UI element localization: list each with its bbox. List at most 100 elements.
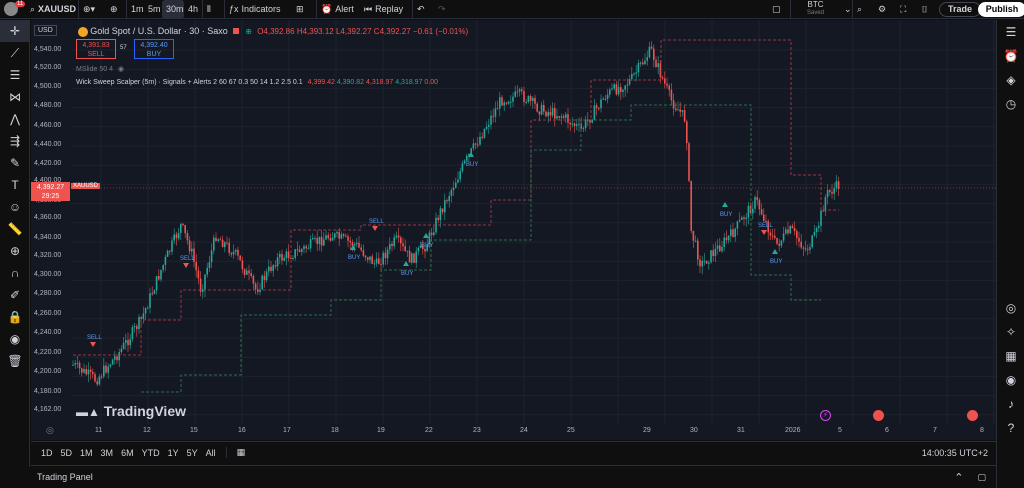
- templates-button[interactable]: ⊞: [292, 0, 316, 19]
- user-menu[interactable]: 11: [0, 0, 26, 19]
- undo-button[interactable]: ↶: [412, 0, 434, 19]
- range-all[interactable]: All: [205, 447, 216, 458]
- watchlist-button[interactable]: ☰: [997, 20, 1024, 44]
- magnet-tool[interactable]: ∩: [0, 262, 30, 284]
- fib-icon: ☰: [9, 68, 21, 82]
- indicator-legend[interactable]: Wick Sweep Scalper (5m) · Signals + Aler…: [76, 79, 438, 86]
- brush-tool[interactable]: ✎: [0, 152, 30, 174]
- add-symbol-button[interactable]: ⊕: [106, 0, 126, 19]
- candle-body: [74, 363, 76, 365]
- publish-button[interactable]: Publish: [977, 0, 1024, 19]
- currency-dropdown[interactable]: USD: [34, 25, 57, 36]
- object-tree-button[interactable]: ◈: [997, 68, 1024, 92]
- trade-button[interactable]: Trade: [939, 0, 982, 19]
- notifications-button[interactable]: ♪: [997, 392, 1024, 416]
- layout-button[interactable]: ▢: [768, 0, 790, 19]
- range-1y[interactable]: 1Y: [167, 447, 179, 458]
- zoom-tool[interactable]: ⊕: [0, 240, 30, 262]
- ideas-button[interactable]: ◎: [997, 296, 1024, 320]
- range-5y[interactable]: 5Y: [186, 447, 198, 458]
- measure-tool[interactable]: ⇶: [0, 130, 30, 152]
- emoji-tool[interactable]: ☺: [0, 196, 30, 218]
- redo-button[interactable]: ↷: [434, 0, 456, 19]
- candle-body: [549, 111, 552, 116]
- ruler-tool[interactable]: 📏: [0, 218, 30, 240]
- compare-symbol-button[interactable]: ⊕▾: [78, 0, 106, 19]
- candle-body: [824, 197, 827, 212]
- us-flag-event-icon-2[interactable]: [967, 410, 978, 421]
- layout-name[interactable]: BTC Saved: [790, 0, 840, 19]
- layout-dropdown[interactable]: ⌄: [840, 0, 852, 19]
- alerts-button[interactable]: ⏰: [997, 44, 1024, 68]
- chart-pane[interactable]: SELL SELL SELL SELL BUY BUY BUY BUY BUY BUY USD G…: [31, 20, 996, 440]
- interval-5m[interactable]: 5m: [148, 4, 161, 14]
- candle-body: [694, 240, 697, 242]
- us-flag-event-icon[interactable]: [873, 410, 884, 421]
- interval-4h[interactable]: 4h: [188, 4, 199, 14]
- candle-body: [743, 217, 745, 219]
- alert-button[interactable]: ⏰ Alert: [316, 0, 360, 19]
- chart-canvas[interactable]: SELL SELL SELL SELL BUY BUY BUY BUY BUY BUY: [31, 20, 996, 440]
- buy-box[interactable]: 4,392.40 BUY: [134, 39, 174, 59]
- candle-body: [725, 237, 728, 241]
- candle-body: [404, 246, 406, 252]
- text-tool[interactable]: T: [0, 174, 30, 196]
- channel-tool[interactable]: ⋈: [0, 86, 30, 108]
- symbol-search[interactable]: ⌕ XAUUSD: [26, 0, 78, 19]
- candle-body: [228, 242, 230, 254]
- price-axis[interactable]: 4,540.00 4,520.00 4,500.00 4,480.00 4,460.00…: [31, 20, 71, 440]
- streams-button[interactable]: ◉: [997, 368, 1024, 392]
- crosshair-tool[interactable]: ✛: [0, 20, 30, 42]
- candle-body: [721, 246, 723, 252]
- trendline-tool[interactable]: ⟋: [0, 42, 30, 64]
- fib-tool[interactable]: ☰: [0, 64, 30, 86]
- visibility-tool[interactable]: ◉: [0, 328, 30, 350]
- candle-body: [362, 250, 365, 256]
- indicators-button[interactable]: ƒx Indicators: [224, 0, 292, 19]
- maximize-icon[interactable]: ▢: [977, 471, 986, 482]
- settings-button[interactable]: ⚙: [874, 0, 896, 19]
- goto-date-icon[interactable]: ◎: [46, 425, 54, 435]
- candle-body: [111, 359, 114, 365]
- calendar-button[interactable]: ▦: [997, 344, 1024, 368]
- help-button[interactable]: ?: [997, 416, 1024, 440]
- trash-tool[interactable]: 🗑: [0, 350, 30, 372]
- economic-event-icon[interactable]: ⚡: [820, 410, 831, 421]
- range-1m[interactable]: 1M: [80, 447, 93, 458]
- chevron-up-icon[interactable]: ⌃: [954, 471, 964, 484]
- snapshot-button[interactable]: ⌷: [918, 0, 940, 19]
- candle-body: [527, 96, 530, 103]
- interval-30m[interactable]: 30m: [162, 0, 184, 19]
- sell-box[interactable]: 4,391.83 SELL: [76, 39, 116, 59]
- replay-button[interactable]: ⏮ Replay: [360, 0, 412, 19]
- goto-date-button[interactable]: ▦: [225, 447, 250, 458]
- buy-signal-arrow: [468, 152, 474, 157]
- lock-drawings-tool[interactable]: ✐: [0, 284, 30, 306]
- interval-1m[interactable]: 1m: [126, 0, 144, 19]
- ma-legend[interactable]: MSlide 50 4 ◉: [76, 65, 124, 73]
- sell-signal-arrow: [761, 230, 767, 235]
- range-ytd[interactable]: YTD: [141, 447, 160, 458]
- range-3m[interactable]: 3M: [100, 447, 114, 458]
- hotlist-button[interactable]: ◷: [997, 92, 1024, 116]
- pine-button[interactable]: ✧: [997, 320, 1024, 344]
- candle-body: [364, 255, 367, 258]
- time-axis[interactable]: 11 12 15 16 17 18 19 22 23 24 25 29 30 31 2026 5 6 7 8: [31, 424, 996, 440]
- pattern-tool[interactable]: ⋀: [0, 108, 30, 130]
- chart-type-button[interactable]: ⫴: [202, 0, 224, 19]
- fullscreen-button[interactable]: ⛶: [896, 0, 918, 19]
- lock-tool[interactable]: 🔒: [0, 306, 30, 328]
- candle-body: [459, 171, 461, 180]
- quick-search-button[interactable]: ⌕: [852, 0, 874, 19]
- range-6m[interactable]: 6M: [121, 447, 134, 458]
- candle-body: [668, 85, 670, 90]
- candle-body: [237, 249, 239, 256]
- candle-body: [318, 236, 321, 244]
- clock-label[interactable]: 14:00:35 UTC+2: [921, 447, 988, 458]
- trading-panel-tab[interactable]: Trading Panel: [37, 472, 93, 482]
- drawing-toolbar: ✛ ⟋ ☰ ⋈ ⋀ ⇶ ✎ T ☺ 📏 ⊕ ∩ ✐ 🔒 ◉ 🗑: [0, 20, 30, 467]
- range-1d[interactable]: 1D: [41, 447, 53, 458]
- candle-body: [162, 264, 164, 270]
- range-5d[interactable]: 5D: [60, 447, 73, 458]
- candle-body: [290, 258, 292, 260]
